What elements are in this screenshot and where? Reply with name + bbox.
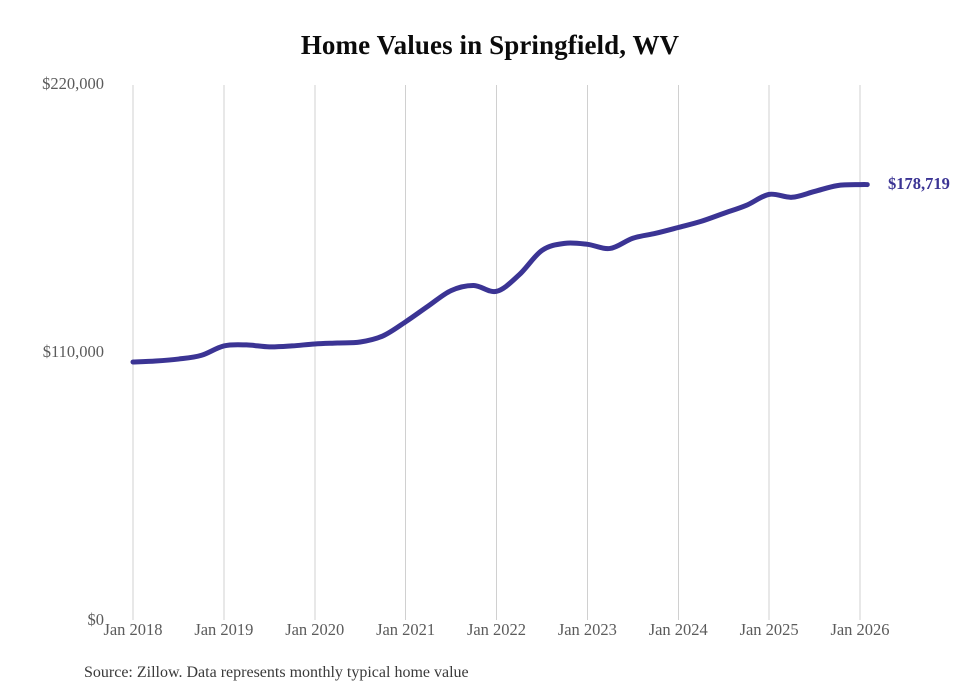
series-end-value-label: $178,719 xyxy=(888,173,950,193)
y-axis-tick-labels: $220,000 $110,000 $0 xyxy=(0,0,104,699)
x-axis-tick-label: Jan 2026 xyxy=(830,620,890,639)
x-axis-tick-label: Jan 2025 xyxy=(739,620,799,639)
data-series-group xyxy=(130,182,870,365)
chart-title: Home Values in Springfield, WV xyxy=(300,30,680,60)
x-axis-tick-label: Jan 2020 xyxy=(285,620,345,639)
x-axis-tick-label: Jan 2023 xyxy=(557,620,617,639)
y-axis-tick-label: $0 xyxy=(87,610,105,629)
x-axis-tick-label: Jan 2018 xyxy=(103,620,163,639)
x-axis-tick-label: Jan 2022 xyxy=(466,620,527,639)
x-axis-tick-label: Jan 2019 xyxy=(194,620,254,639)
y-axis-tick-label: $110,000 xyxy=(42,342,104,361)
x-axis-tick-label: Jan 2024 xyxy=(648,620,708,639)
x-axis-tick-label: Jan 2021 xyxy=(376,620,436,639)
series-line xyxy=(130,182,870,365)
y-axis-tick-label: $220,000 xyxy=(42,74,104,93)
source-note: Source: Zillow. Data represents monthly … xyxy=(84,664,469,681)
gridlines xyxy=(132,85,861,620)
